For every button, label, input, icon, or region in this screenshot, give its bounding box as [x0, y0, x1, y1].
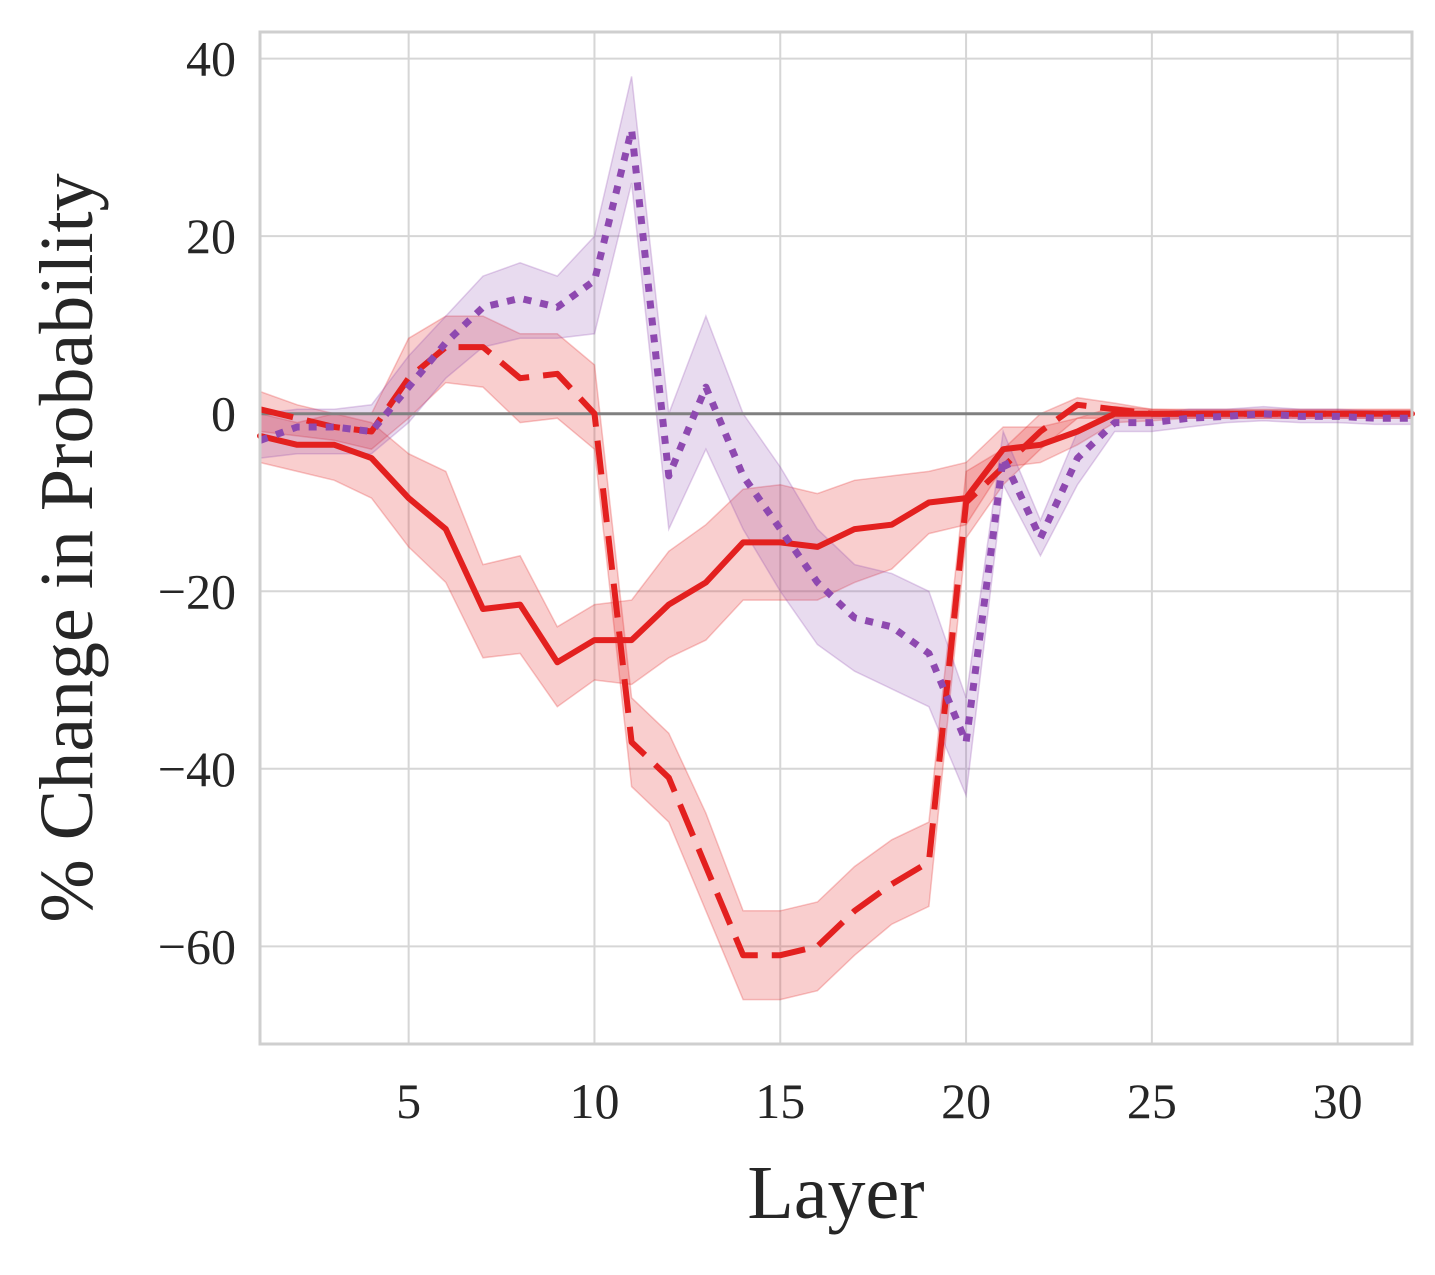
y-tick-label: 20 — [186, 208, 236, 264]
x-tick-label: 10 — [569, 1073, 619, 1129]
series-lines — [257, 126, 1415, 959]
y-tick-label: −40 — [158, 741, 236, 797]
x-tick-label: 25 — [1127, 1073, 1177, 1129]
y-axis-ticks: 40 20 0 −20 −40 −60 — [158, 31, 236, 975]
x-tick-label: 5 — [396, 1073, 421, 1129]
y-axis-label: % Change in Probability — [25, 173, 109, 922]
series-line-dotted — [258, 126, 1412, 746]
x-tick-label: 15 — [755, 1073, 805, 1129]
x-tick-label: 30 — [1313, 1073, 1363, 1129]
confidence-band-dotted — [259, 76, 1413, 799]
plot-frame — [258, 30, 1414, 1046]
x-axis-ticks: 5 10 15 20 25 30 — [396, 1073, 1363, 1129]
y-tick-label: −60 — [158, 918, 236, 974]
y-tick-label: 0 — [211, 386, 236, 442]
y-tick-label: −20 — [158, 563, 236, 619]
x-tick-label: 20 — [941, 1073, 991, 1129]
y-tick-label: 40 — [186, 31, 236, 87]
x-axis-label: Layer — [747, 1151, 924, 1235]
